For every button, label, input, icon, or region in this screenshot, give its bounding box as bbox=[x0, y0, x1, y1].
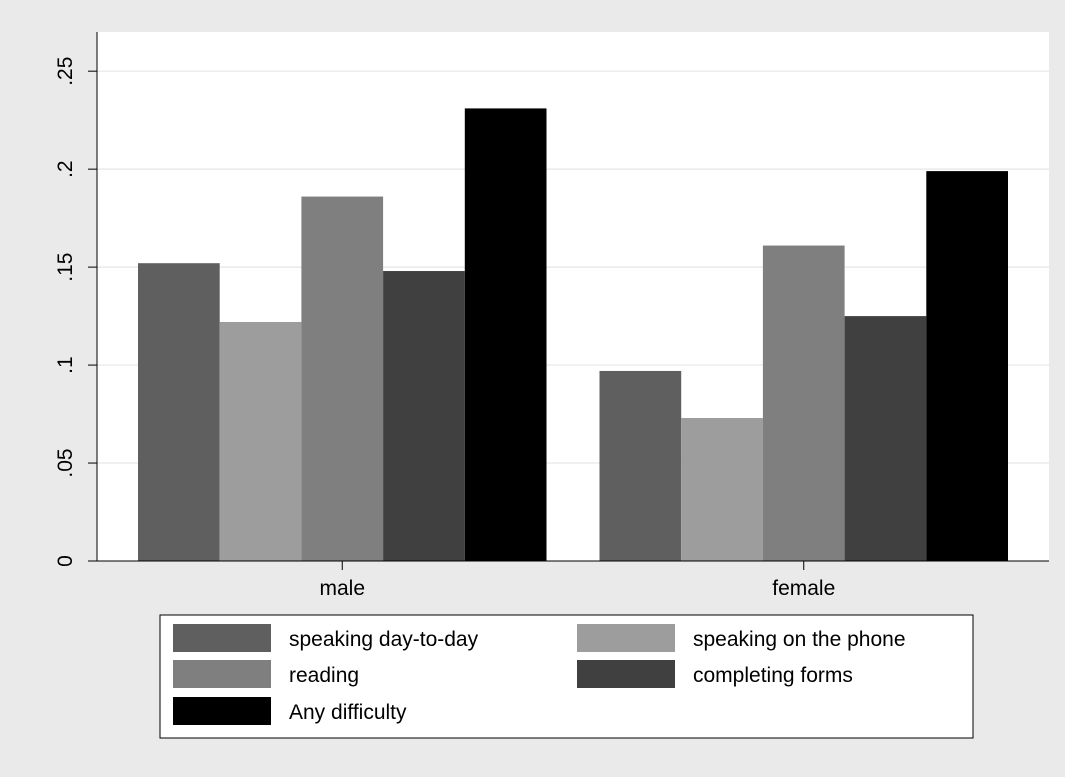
y-tick-label: .05 bbox=[54, 448, 77, 477]
bar bbox=[383, 271, 465, 561]
x-tick-label: female bbox=[772, 577, 835, 600]
bar bbox=[844, 316, 927, 561]
bar bbox=[762, 245, 845, 561]
legend-label: Any difficulty bbox=[289, 701, 407, 724]
bar bbox=[219, 321, 302, 561]
bar bbox=[926, 171, 1008, 561]
legend-label: completing forms bbox=[693, 664, 853, 687]
y-tick-label: .25 bbox=[54, 57, 77, 86]
legend-label: reading bbox=[289, 664, 359, 687]
bars bbox=[138, 108, 1008, 562]
legend-swatch bbox=[577, 660, 675, 688]
legend-swatch bbox=[173, 624, 271, 652]
x-tick-label: male bbox=[319, 577, 365, 600]
bar bbox=[599, 370, 682, 561]
legend-swatch bbox=[173, 660, 271, 688]
legend-box bbox=[159, 614, 974, 739]
legend-swatch bbox=[577, 624, 675, 652]
y-tick-label: 0 bbox=[54, 555, 77, 567]
legend-label: speaking day-to-day bbox=[289, 628, 479, 651]
legend-swatch bbox=[173, 697, 271, 725]
bar bbox=[301, 196, 384, 562]
y-tick-label: .15 bbox=[54, 253, 77, 282]
bar bbox=[681, 417, 763, 561]
y-tick-label: .2 bbox=[54, 160, 77, 178]
bar bbox=[464, 108, 547, 562]
x-axis: male female bbox=[319, 561, 835, 600]
legend-label: speaking on the phone bbox=[693, 628, 906, 651]
y-axis: 0 .05 .1 .15 .2 .25 bbox=[54, 57, 97, 567]
y-tick-label: .1 bbox=[54, 356, 77, 374]
bar bbox=[138, 263, 220, 561]
legend: speaking day-to-day speaking on the phone… bbox=[159, 614, 974, 739]
